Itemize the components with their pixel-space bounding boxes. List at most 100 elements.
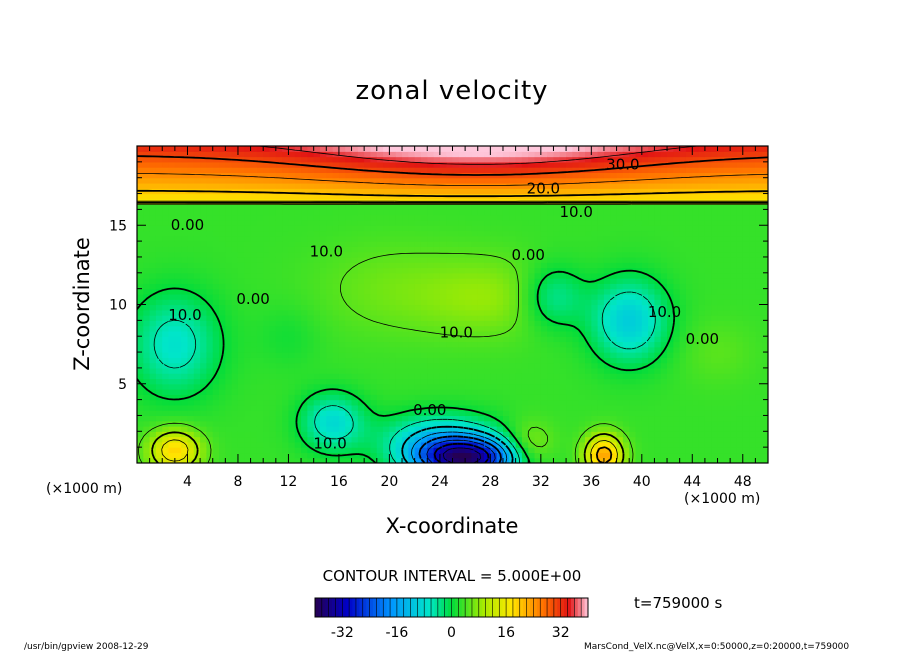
heat-cell: [591, 172, 599, 179]
heat-cell: [509, 420, 517, 427]
heat-cell: [433, 346, 441, 353]
heat-cell: [465, 325, 473, 332]
heat-cell: [263, 246, 271, 253]
heat-cell: [174, 235, 182, 242]
heat-cell: [502, 447, 510, 454]
heat-cell: [256, 452, 264, 459]
heat-cell: [389, 299, 397, 306]
heat-cell: [364, 293, 372, 300]
heat-cell: [256, 394, 264, 401]
heat-cell: [452, 357, 460, 364]
heat-cell: [484, 272, 491, 279]
heat-cell: [351, 204, 359, 210]
heat-cell: [212, 177, 220, 184]
heat-cell: [275, 352, 283, 358]
heat-cell: [237, 452, 245, 459]
heat-cell: [641, 431, 649, 438]
heat-cell: [515, 225, 523, 232]
heat-cell: [465, 336, 473, 343]
heat-cell: [225, 457, 233, 463]
heat-cell: [452, 320, 460, 327]
heat-cell: [187, 420, 195, 427]
heat-cell: [408, 410, 416, 417]
heat-cell: [465, 267, 473, 274]
heat-cell: [275, 447, 283, 454]
heat-cell: [648, 315, 656, 321]
heat-cell: [616, 272, 624, 279]
heat-cell: [648, 230, 656, 237]
heat-cell: [345, 362, 353, 369]
heat-cell: [603, 341, 611, 348]
heat-cell: [181, 336, 189, 343]
heat-cell: [490, 288, 498, 295]
heat-cell: [231, 198, 239, 205]
heat-cell: [553, 283, 561, 290]
heat-cell: [162, 357, 170, 364]
heat-cell: [433, 219, 441, 226]
heat-cell: [597, 404, 605, 411]
heat-cell: [408, 146, 416, 152]
heat-cell: [597, 457, 605, 463]
heat-cell: [225, 362, 233, 369]
heat-cell: [301, 241, 308, 247]
heat-cell: [383, 256, 390, 263]
heat-cell: [376, 304, 384, 311]
heat-cell: [427, 362, 435, 369]
heat-cell: [566, 309, 573, 316]
heat-cell: [206, 283, 214, 290]
heat-cell: [143, 325, 151, 332]
heat-cell: [496, 441, 504, 448]
heat-cell: [256, 362, 264, 369]
heat-cell: [307, 151, 315, 158]
heat-cell: [521, 161, 529, 168]
heat-cell: [439, 235, 447, 242]
heat-cell: [553, 193, 561, 200]
heat-cell: [528, 315, 536, 321]
heat-cell: [275, 452, 283, 459]
heat-cell: [502, 251, 510, 258]
heat-cell: [427, 214, 435, 221]
heat-cell: [370, 256, 378, 263]
heat-cell: [427, 399, 435, 406]
heat-cell: [465, 394, 473, 401]
heat-cell: [648, 283, 656, 290]
heat-cell: [383, 320, 390, 327]
heat-cell: [452, 441, 460, 448]
heat-cell: [452, 209, 460, 216]
heat-cell: [326, 441, 334, 448]
heat-cell: [528, 304, 536, 311]
heat-cell: [313, 399, 321, 406]
heat-cell: [187, 315, 195, 321]
heat-cell: [585, 362, 592, 369]
heat-cell: [269, 241, 277, 247]
heat-cell: [200, 394, 208, 401]
heat-cell: [572, 336, 580, 343]
heat-cell: [547, 447, 555, 454]
heat-cell: [395, 373, 403, 380]
heat-cell: [294, 352, 302, 358]
heat-cell: [553, 209, 561, 216]
heat-cell: [282, 304, 290, 311]
heat-cell: [395, 378, 403, 385]
heat-cell: [263, 188, 271, 195]
heat-cell: [149, 272, 157, 279]
heat-cell: [420, 447, 428, 454]
heat-cell: [244, 151, 252, 158]
heat-cell: [534, 309, 542, 316]
heat-cell: [521, 410, 529, 417]
heat-cell: [383, 241, 390, 247]
heat-cell: [149, 410, 157, 417]
heat-cell: [654, 230, 662, 237]
heat-cell: [465, 362, 473, 369]
heat-cell: [408, 177, 416, 184]
heat-cell: [357, 389, 365, 395]
heat-cell: [660, 415, 668, 422]
heat-cell: [509, 283, 517, 290]
heat-cell: [597, 415, 605, 422]
heat-cell: [648, 325, 656, 332]
heat-cell: [187, 267, 195, 274]
heat-cell: [559, 288, 567, 295]
heat-cell: [578, 182, 586, 189]
heat-cell: [200, 410, 208, 417]
heat-cell: [402, 452, 409, 459]
